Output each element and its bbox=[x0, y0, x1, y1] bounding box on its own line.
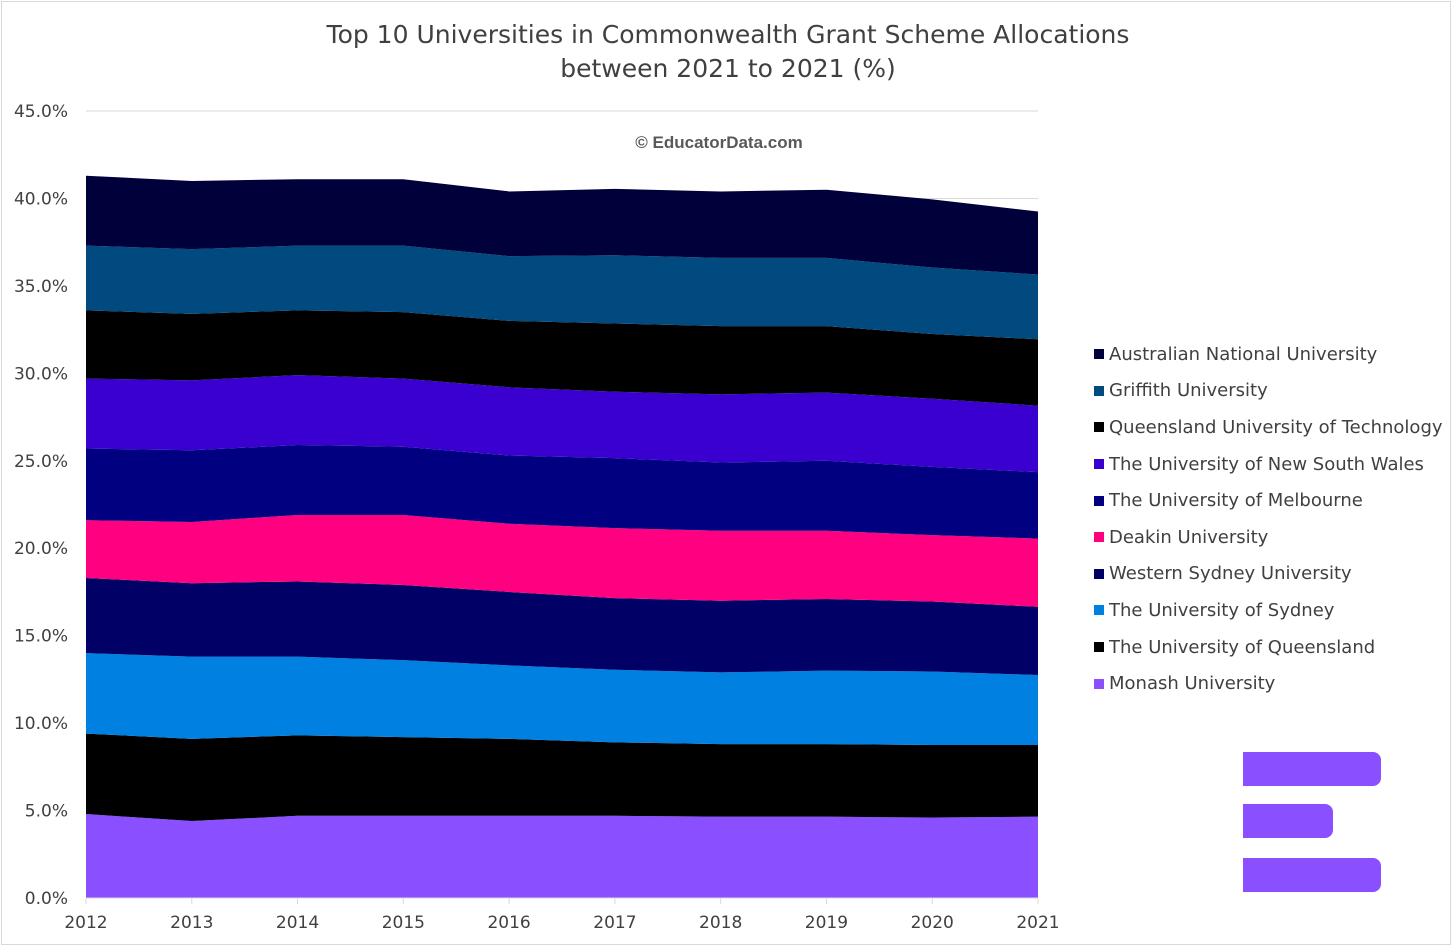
y-tick-label: 40.0% bbox=[14, 189, 68, 209]
area-deakin-university bbox=[86, 514, 1038, 607]
legend-item: The University of Queensland bbox=[1094, 629, 1443, 666]
x-tick-label: 2012 bbox=[64, 913, 107, 933]
legend-item: Deakin University bbox=[1094, 519, 1443, 556]
legend-item: The University of Melbourne bbox=[1094, 482, 1443, 519]
y-tick-label: 30.0% bbox=[14, 364, 68, 384]
legend-swatch bbox=[1094, 459, 1104, 470]
legend-swatch bbox=[1094, 605, 1104, 616]
x-tick-label: 2018 bbox=[699, 913, 742, 933]
legend-item: Western Sydney University bbox=[1094, 556, 1443, 593]
legend-swatch bbox=[1094, 385, 1104, 396]
y-tick-label: 35.0% bbox=[14, 277, 68, 297]
logo-bar-bottom bbox=[1243, 858, 1381, 892]
area-australian-national-university bbox=[86, 175, 1038, 275]
legend-label: The University of Melbourne bbox=[1109, 490, 1363, 512]
chart-title-line-2: between 2021 to 2021 (%) bbox=[560, 54, 896, 83]
legend-swatch bbox=[1094, 532, 1104, 543]
legend-item: Australian National University bbox=[1094, 336, 1443, 373]
logo-bar-middle bbox=[1243, 804, 1333, 838]
legend-label: Griffith University bbox=[1109, 380, 1268, 402]
legend-label: Western Sydney University bbox=[1109, 563, 1352, 585]
area-the-university-of-melbourne bbox=[86, 445, 1038, 539]
x-tick-label: 2017 bbox=[593, 913, 636, 933]
area-western-sydney-university bbox=[86, 577, 1038, 676]
x-tick-label: 2015 bbox=[382, 913, 425, 933]
y-tick-label: 15.0% bbox=[14, 627, 68, 647]
x-tick-label: 2016 bbox=[487, 913, 530, 933]
legend-label: The University of New South Wales bbox=[1109, 453, 1424, 475]
chart-legend: Australian National University Griffith U… bbox=[1094, 336, 1443, 702]
area-griffith-university bbox=[86, 245, 1038, 340]
area-the-university-of-sydney bbox=[86, 653, 1038, 745]
legend-swatch bbox=[1094, 495, 1104, 506]
y-tick-label: 45.0% bbox=[14, 102, 68, 122]
x-tick-label: 2021 bbox=[1016, 913, 1059, 933]
x-tick-label: 2014 bbox=[276, 913, 319, 933]
x-tick-label: 2013 bbox=[170, 913, 213, 933]
legend-item: Griffith University bbox=[1094, 373, 1443, 410]
legend-swatch bbox=[1094, 349, 1104, 360]
legend-swatch bbox=[1094, 642, 1104, 653]
legend-swatch bbox=[1094, 568, 1104, 579]
y-tick-label: 20.0% bbox=[14, 539, 68, 559]
area-monash-university bbox=[86, 814, 1038, 898]
legend-item: The University of New South Wales bbox=[1094, 446, 1443, 483]
legend-item: Monash University bbox=[1094, 665, 1443, 702]
area-the-university-of-new-south-wales bbox=[86, 375, 1038, 473]
y-tick-label: 10.0% bbox=[14, 714, 68, 734]
legend-swatch bbox=[1094, 422, 1104, 433]
legend-item: Queensland University of Technology bbox=[1094, 409, 1443, 446]
legend-label: Deakin University bbox=[1109, 526, 1269, 548]
x-tick-label: 2019 bbox=[805, 913, 848, 933]
chart-title-line-1: Top 10 Universities in Commonwealth Gran… bbox=[326, 20, 1130, 49]
area-queensland-university-of-technology bbox=[86, 310, 1038, 406]
watermark-text: © EducatorData.com bbox=[635, 133, 802, 152]
legend-label: The University of Queensland bbox=[1109, 636, 1376, 658]
legend-label: The University of Sydney bbox=[1109, 599, 1335, 621]
y-tick-label: 5.0% bbox=[25, 802, 68, 822]
legend-item: The University of Sydney bbox=[1094, 592, 1443, 629]
legend-label: Monash University bbox=[1109, 673, 1276, 695]
area-the-university-of-queensland bbox=[86, 733, 1038, 822]
x-tick-label: 2020 bbox=[911, 913, 954, 933]
logo-bar-top bbox=[1243, 752, 1381, 786]
y-tick-label: 25.0% bbox=[14, 452, 68, 472]
legend-label: Australian National University bbox=[1109, 343, 1378, 365]
legend-label: Queensland University of Technology bbox=[1109, 416, 1443, 438]
chart-title: Top 10 Universities in Commonwealth Gran… bbox=[0, 18, 1456, 86]
y-tick-label: 0.0% bbox=[25, 889, 68, 909]
legend-swatch bbox=[1094, 678, 1104, 689]
